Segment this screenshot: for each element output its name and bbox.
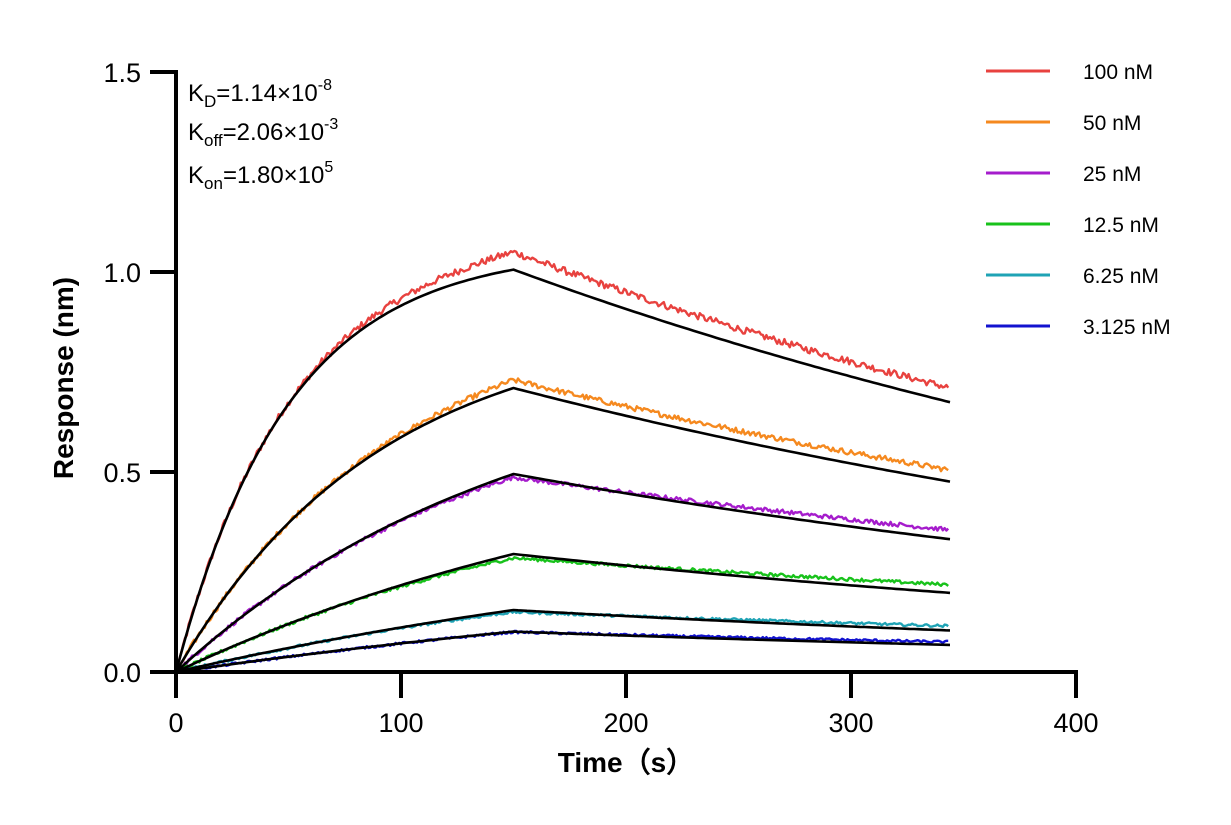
legend-label: 12.5 nM xyxy=(1083,214,1159,237)
koff-exponent: -3 xyxy=(324,116,338,133)
y-tick-label: 1.0 xyxy=(103,258,141,288)
data-series-100-nM xyxy=(174,249,950,673)
y-tick-label: 1.5 xyxy=(103,58,141,88)
legend-label: 6.25 nM xyxy=(1083,265,1159,288)
kd-symbol: K xyxy=(188,80,204,107)
legend: 100 nM 50 nM 25 nM 12.5 nM 6.25 nM 3.125 nM xyxy=(986,61,1171,339)
kinetics-annotation: KD=1.14×10-8 Koff=2.06×10-3 Kon=1.80×105 xyxy=(188,77,338,193)
fit-curve xyxy=(175,472,951,673)
legend-label: 100 nM xyxy=(1083,61,1153,84)
kon-exponent: 5 xyxy=(324,159,333,176)
fit-curve xyxy=(174,268,951,673)
x-axis-title: Time（s） xyxy=(558,746,694,778)
data-series-3-125-nM xyxy=(175,629,949,674)
tick-layer: 0.0 0.5 1.0 1.5 0 100 200 300 400 xyxy=(103,58,1098,738)
koff-value: =2.06×10 xyxy=(223,119,324,146)
koff-text: Koff=2.06×10-3 xyxy=(188,116,338,150)
koff-subscript: off xyxy=(204,131,223,150)
koff-symbol: K xyxy=(188,119,204,146)
x-tick-label: 400 xyxy=(1053,708,1098,738)
x-tick-label: 100 xyxy=(378,708,423,738)
kon-value: =1.80×10 xyxy=(223,162,324,189)
y-tick-label: 0.5 xyxy=(103,458,141,488)
data-layer xyxy=(174,249,950,674)
fit-curve xyxy=(175,608,951,674)
fit-curve xyxy=(175,630,951,674)
kd-value: =1.14×10 xyxy=(216,80,317,107)
fit-layer xyxy=(174,268,951,674)
legend-label: 50 nM xyxy=(1083,112,1141,135)
legend-label: 3.125 nM xyxy=(1083,316,1171,339)
x-tick-label: 300 xyxy=(828,708,873,738)
kon-subscript: on xyxy=(204,174,223,193)
x-tick-label: 200 xyxy=(603,708,648,738)
x-tick-label: 0 xyxy=(168,708,183,738)
kd-exponent: -8 xyxy=(318,77,332,94)
y-tick-label: 0.0 xyxy=(103,658,141,688)
kon-text: Kon=1.80×105 xyxy=(188,159,333,193)
legend-label: 25 nM xyxy=(1083,163,1141,186)
kd-subscript: D xyxy=(204,92,216,111)
y-axis-title: Response (nm) xyxy=(48,277,79,479)
fit-curve xyxy=(174,386,951,673)
fit-curve xyxy=(175,552,951,674)
kon-symbol: K xyxy=(188,162,204,189)
kd-text: KD=1.14×10-8 xyxy=(188,77,332,111)
